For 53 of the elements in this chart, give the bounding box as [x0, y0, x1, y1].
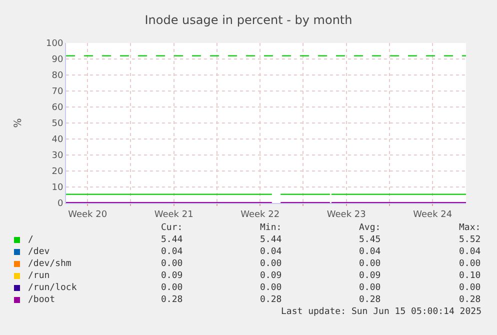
y-tick-label: 40: [52, 135, 64, 146]
text: 0.00: [161, 259, 183, 269]
text: 0.00: [359, 283, 381, 293]
y-tick-label: 20: [52, 167, 64, 178]
text: 5.52: [459, 235, 481, 245]
x-tick-label: Week 20: [68, 210, 108, 220]
y-tick-label: 90: [52, 55, 64, 66]
text: Min:: [260, 223, 282, 233]
text: 0.28: [359, 295, 381, 305]
text: 0.04: [161, 247, 183, 257]
text: Max:: [459, 223, 481, 233]
legend-label: /: [28, 235, 34, 245]
text: 0.04: [359, 247, 381, 257]
text: 0.09: [359, 271, 381, 281]
y-tick-label: 30: [52, 151, 64, 162]
text: 5.45: [359, 235, 381, 245]
y-tick-label: 60: [52, 103, 64, 114]
text: Cur:: [161, 223, 183, 233]
y-tick-label: 0: [57, 199, 64, 210]
legend-label: /dev: [28, 247, 50, 257]
chart-title: Inode usage in percent - by month: [144, 13, 352, 28]
text: 0.00: [359, 259, 381, 269]
text: 0.04: [459, 247, 481, 257]
text: Avg:: [359, 223, 381, 233]
legend-label: /boot: [28, 295, 56, 305]
x-tick-label: Week 23: [326, 210, 366, 220]
text: 0.04: [260, 247, 282, 257]
x-tick-label: Week 22: [240, 210, 280, 220]
y-tick-label: 70: [52, 87, 64, 98]
legend-label: /dev/shm: [28, 259, 72, 269]
text: 0.10: [459, 271, 481, 281]
text: 0.00: [260, 259, 282, 269]
x-tick-label: Week 21: [154, 210, 194, 220]
x-tick-label: Week 24: [413, 210, 452, 220]
text: 0.00: [161, 283, 183, 293]
text: 5.44: [260, 235, 282, 245]
text: 0.00: [459, 283, 481, 293]
text: 0.09: [161, 271, 183, 281]
text: 0.28: [260, 295, 282, 305]
legend-label: /run/lock: [28, 283, 78, 293]
y-tick-label: 50: [52, 119, 64, 130]
y-tick-label: 100: [46, 39, 64, 50]
text: 0.28: [459, 295, 481, 305]
text: 0.09: [260, 271, 282, 281]
legend-label: /run: [28, 271, 50, 281]
text: 0.28: [161, 295, 183, 305]
y-tick-label: 10: [52, 183, 64, 194]
y-axis-title: %: [13, 118, 24, 128]
y-tick-label: 80: [52, 71, 64, 82]
text: 5.44: [161, 235, 183, 245]
text: Last update: Sun Jun 15 05:00:14 2025: [281, 307, 482, 317]
text: 0.00: [260, 283, 282, 293]
text: 0.00: [459, 259, 481, 269]
